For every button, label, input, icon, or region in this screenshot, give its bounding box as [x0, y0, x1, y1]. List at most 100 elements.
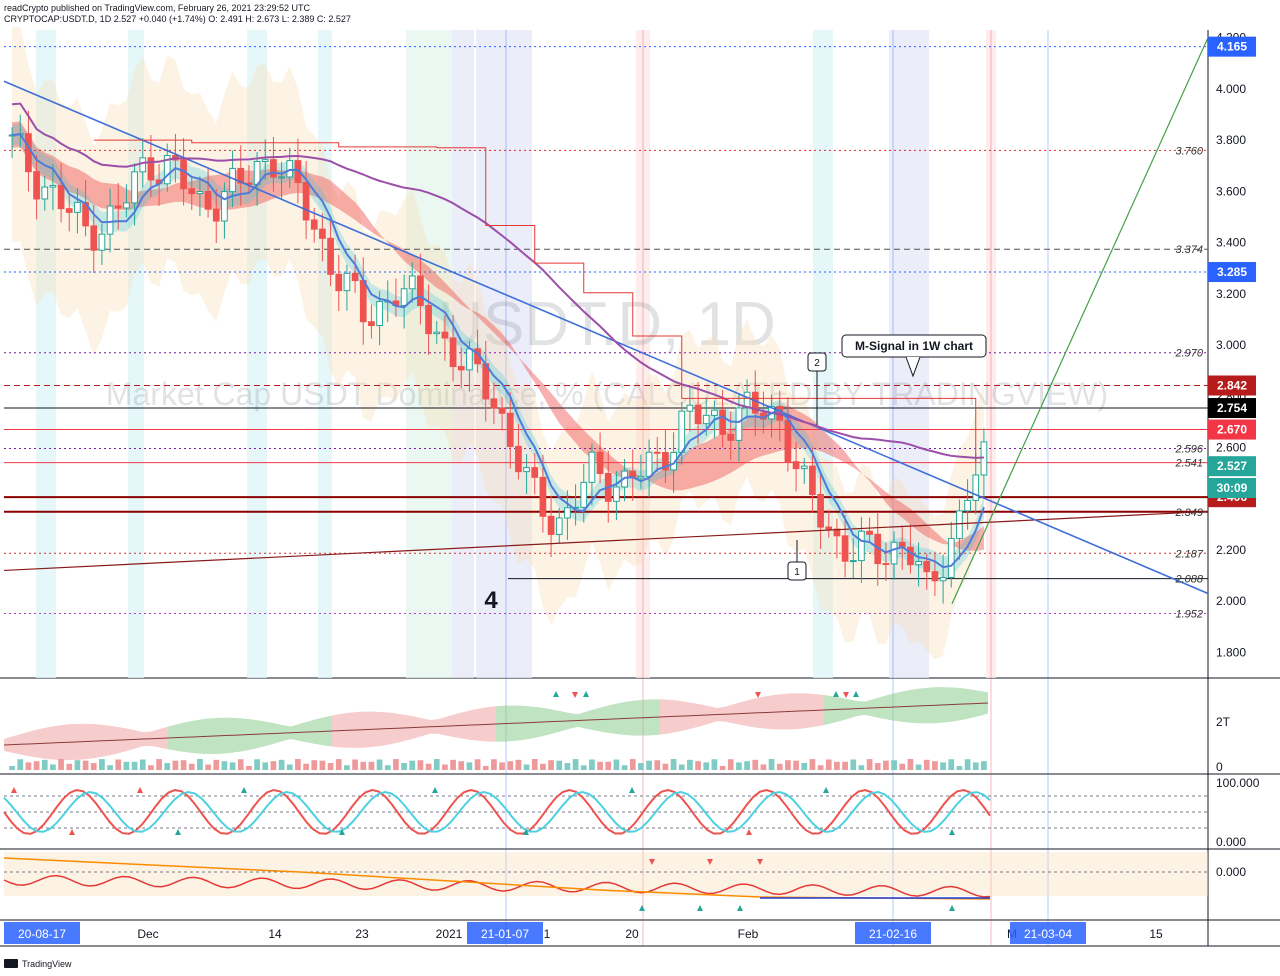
candle-body [907, 546, 914, 566]
projection-line [951, 37, 1209, 604]
stoch-marker-9 [746, 829, 752, 835]
x-label-21-02-16: 21-02-16 [869, 927, 917, 941]
price-tag-text-2.527: 2.527 [1217, 459, 1247, 473]
candle-body [351, 272, 359, 282]
price-axis[interactable]: 1.8002.0002.2002.4002.6002.8003.0003.200… [1216, 31, 1246, 660]
x-label-15: 15 [1149, 927, 1163, 941]
resistance-trendline [3, 80, 1209, 595]
candle-body [694, 404, 702, 425]
stoch-marker-10 [823, 787, 829, 793]
x-label-20: 20 [625, 927, 639, 941]
candle-body [784, 419, 792, 463]
m-signal-callout: M-Signal in 1W chart [841, 334, 987, 378]
candle-body [41, 186, 49, 200]
volume-bar [654, 760, 661, 770]
candle-body [286, 160, 294, 178]
price-tag-4.165 [1208, 36, 1256, 57]
volume-bar [107, 765, 113, 770]
volume-cloud-panel[interactable] [3, 687, 989, 770]
price-tag-2.527 [1208, 456, 1256, 477]
stripe-7 [636, 30, 650, 678]
volume-bar [25, 762, 32, 770]
marker-2: 2 [807, 352, 827, 425]
level-label-2.187: 2.187 [1174, 548, 1203, 560]
volume-bar [466, 762, 473, 770]
oscillator-panel[interactable] [3, 852, 1208, 911]
volume-bar [932, 761, 938, 770]
candles [8, 110, 988, 604]
level-label-1.952: 1.952 [1175, 608, 1203, 620]
volume-bar [548, 760, 554, 770]
volume-bar [736, 762, 742, 770]
x-label-21-01-07: 21-01-07 [481, 927, 529, 941]
time-axis[interactable]: 20-08-17 Dec 14 23 2021 21-01-07 1 20 Feb 21-02-1… [4, 922, 1163, 944]
candle-body [792, 461, 800, 470]
volume-bar [74, 760, 81, 770]
volume-bar [139, 759, 146, 770]
stoch-marker-0 [11, 787, 17, 793]
volume-bar [278, 759, 285, 770]
candle-body [719, 409, 726, 435]
stoch-marker-3 [175, 829, 181, 835]
candle-body [702, 414, 710, 425]
volume-bar [482, 765, 489, 770]
volume-bar [368, 761, 375, 770]
candle-body [335, 273, 343, 292]
volume-bar [237, 759, 244, 770]
candle-body [57, 184, 65, 210]
volume-bar [727, 759, 734, 770]
candle-body [931, 571, 939, 582]
volume-bar [148, 765, 154, 770]
x-label-21-03-04: 21-03-04 [1024, 927, 1072, 941]
candle-body [809, 465, 816, 495]
volume-bar [638, 763, 644, 770]
volume-bar [948, 759, 955, 770]
countdown-text: 30:09 [1217, 481, 1248, 495]
price-tag-text-2.842: 2.842 [1217, 379, 1247, 393]
candle-body [319, 228, 326, 239]
osc-up-3 [949, 905, 955, 911]
candle-body [139, 157, 147, 173]
price-tag-2.754 [1208, 398, 1256, 419]
volume-bar [376, 759, 383, 770]
price-tag-2.670 [1208, 419, 1256, 440]
volume-bar [923, 759, 930, 770]
symbol-ohlc-info: CRYPTOCAP:USDT.D, 1D 2.527 +0.040 (+1.74… [4, 14, 351, 24]
candle-body [449, 337, 457, 368]
candle-body [408, 275, 416, 290]
x-badge-20-08-17 [4, 922, 80, 944]
y-tick-3.200: 3.200 [1216, 287, 1246, 301]
volume-bar [442, 764, 448, 770]
volume-bar [793, 760, 799, 770]
candle-body [188, 188, 196, 195]
stripe-3 [318, 30, 332, 678]
volume-bar [719, 765, 726, 770]
sub2-tick-100: 100.000 [1216, 776, 1260, 790]
stoch-marker-1 [69, 829, 75, 835]
candle-body [882, 563, 890, 566]
candle-body [678, 410, 686, 453]
volume-bar [883, 760, 889, 770]
price-tag-3.285 [1208, 262, 1256, 283]
osc-up-0 [639, 905, 645, 911]
candle-body [555, 517, 563, 535]
volume-bar [66, 763, 73, 770]
volume-bar [303, 763, 309, 770]
volume-bar [678, 764, 685, 770]
sub3-tick-0: 0.000 [1216, 865, 1246, 879]
volume-bar [384, 765, 391, 770]
candle-body [196, 191, 204, 195]
candle-body [221, 191, 228, 222]
stoch-marker-2 [137, 787, 143, 793]
stripe-5 [452, 30, 474, 678]
candle-body [261, 159, 269, 162]
volume-bar [531, 759, 538, 770]
level-label-2.970: 2.970 [1174, 348, 1203, 360]
volume-bar [221, 761, 228, 770]
candle-body [106, 205, 114, 235]
volume-bar [82, 760, 89, 770]
stoch-rsi-panel[interactable] [3, 787, 1208, 835]
level-label-2.541: 2.541 [1174, 458, 1203, 470]
